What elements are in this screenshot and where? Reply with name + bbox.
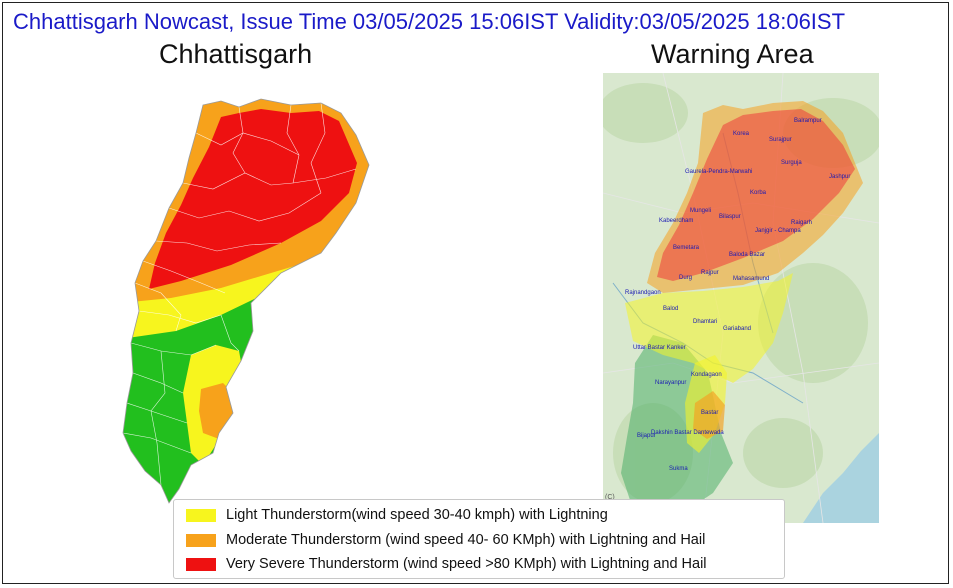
very-severe-thunderstorm-overlay [657,109,855,281]
legend-item-moderate: Moderate Thunderstorm (wind speed 40- 60… [186,531,705,549]
legend-item-very-severe: Very Severe Thunderstorm (wind speed >80… [186,555,707,573]
district-boundaries [123,102,357,486]
district-label: Korba [750,190,767,196]
warning-area-basemap [603,73,879,523]
light-thunderstorm-overlay [625,273,793,383]
legend: Light Thunderstorm(wind speed 30-40 kmph… [173,499,785,579]
map-credit: (C) [605,494,615,501]
district-label: Mahasamund [733,276,770,282]
district-label: Raigarh [791,220,813,226]
moderate-thunderstorm-zone-south [199,383,239,439]
district-label: Sukma [669,466,688,472]
legend-swatch-very-severe [186,557,216,571]
legend-swatch-light [186,508,216,522]
legend-label-very-severe: Very Severe Thunderstorm (wind speed >80… [226,556,707,572]
district-label: Rajnandgaon [625,290,661,296]
right-map-title: Warning Area [651,39,814,69]
sea-area [803,433,879,523]
very-severe-thunderstorm-zone [149,109,357,289]
district-label: Bastar [701,410,719,416]
district-label: Korea [733,131,750,137]
district-label: Uttar Bastar Kanker [633,345,686,351]
district-label: Surajpur [769,137,792,143]
district-label: Bijapur [637,433,656,439]
district-label: Bemetara [673,245,700,251]
district-label: Baloda Bazar [729,252,766,258]
left-map-title: Chhattisgarh [159,39,313,69]
district-label: Kabeerdham [659,218,694,224]
legend-item-light: Light Thunderstorm(wind speed 30-40 kmph… [186,506,608,524]
district-label: Gaurela-Pendra-Marwahi [685,169,753,175]
state-outline [122,98,370,504]
district-label: Bilaspur [719,214,741,220]
district-label: Dakshin Bastar Dantewada [651,430,724,436]
district-label: Dhamtari [693,319,718,325]
legend-label-light: Light Thunderstorm(wind speed 30-40 kmph… [226,507,608,523]
district-label: Jashpur [829,174,851,180]
legend-swatch-moderate [186,533,216,547]
page-title: Chhattisgarh Nowcast, Issue Time 03/05/2… [13,9,846,34]
district-label: Balod [663,306,679,312]
district-label: Surguja [781,160,802,166]
chhattisgarh-warning-map [122,98,370,504]
district-label: Janjgir - Champa [755,228,801,234]
warning-area-map: Balrampur Korea Surajpur Surguja Gaurela… [603,73,879,523]
district-label: Durg [679,275,693,281]
district-label: Mungeli [690,208,712,214]
district-label: Kondagaon [691,372,722,378]
district-label: Rajpur [701,270,719,276]
district-label: Gariaband [723,326,752,332]
moderate-thunderstorm-overlay-south [693,391,725,439]
legend-label-moderate: Moderate Thunderstorm (wind speed 40- 60… [226,532,706,548]
district-label: Narayanpur [655,380,687,386]
district-label: Balrampur [794,118,822,124]
